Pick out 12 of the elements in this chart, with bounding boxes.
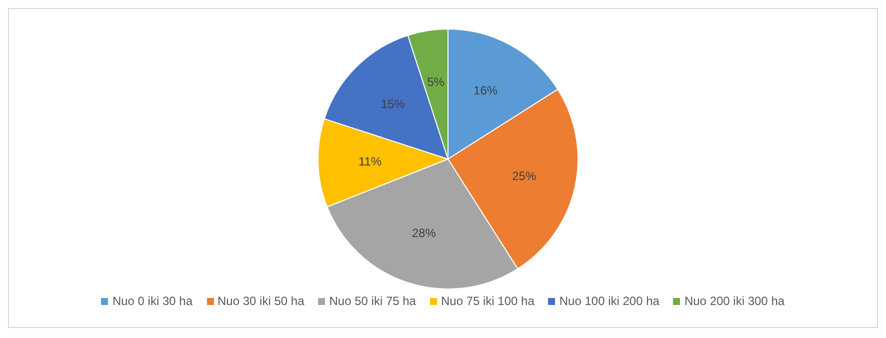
legend-label: Nuo 30 iki 50 ha	[218, 294, 304, 308]
data-label: 25%	[512, 169, 536, 184]
data-label: 16%	[474, 84, 498, 98]
data-label: 28%	[412, 226, 436, 240]
data-label: 11%	[358, 154, 382, 168]
legend-label: Nuo 100 iki 200 ha	[559, 294, 660, 308]
legend-label: Nuo 200 iki 300 ha	[684, 294, 785, 308]
legend-label: Nuo 75 iki 100 ha	[440, 294, 534, 308]
legend-label: Nuo 50 iki 75 ha	[329, 294, 416, 308]
legend-label: Nuo 0 iki 30 ha	[112, 294, 193, 308]
data-label: 15%	[380, 96, 406, 111]
data-label: 5%	[427, 74, 445, 89]
